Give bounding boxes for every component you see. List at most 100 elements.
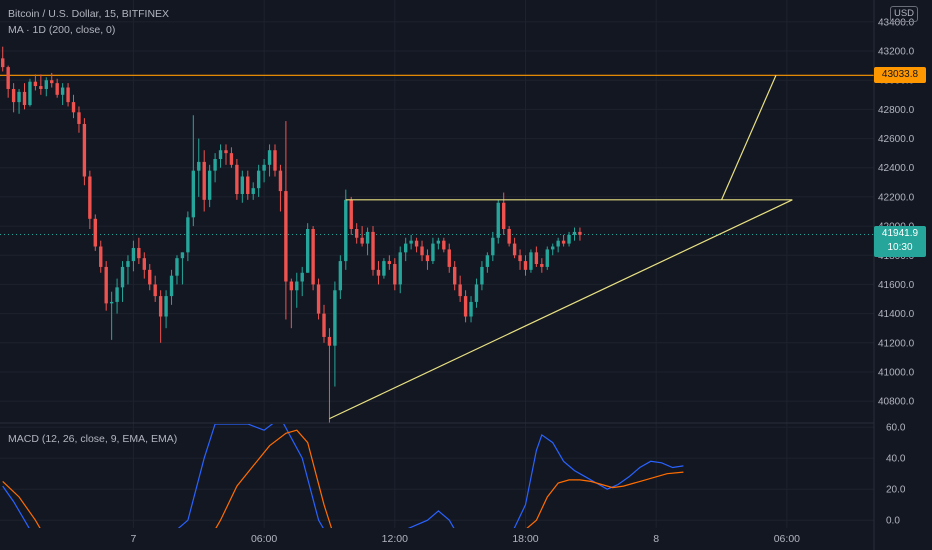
candle-body bbox=[240, 176, 245, 194]
candle bbox=[180, 252, 185, 285]
candle-body bbox=[66, 87, 70, 103]
candle-body bbox=[376, 269, 381, 276]
candle bbox=[447, 243, 451, 273]
candle-body bbox=[496, 202, 500, 238]
candle bbox=[404, 237, 408, 262]
candle-body bbox=[148, 269, 152, 285]
candle bbox=[137, 237, 141, 265]
time-tick-label: 8 bbox=[653, 533, 659, 545]
candle-body bbox=[540, 264, 544, 267]
candle-body bbox=[425, 255, 430, 262]
signal-line bbox=[2, 429, 684, 528]
price-tick-label: 40800.0 bbox=[878, 397, 915, 408]
candle-body bbox=[109, 301, 114, 304]
candle-body bbox=[333, 290, 337, 346]
candle bbox=[545, 246, 549, 270]
candle-body bbox=[442, 240, 446, 250]
trend-line[interactable] bbox=[329, 199, 793, 420]
macd-lines bbox=[2, 424, 684, 528]
candle bbox=[273, 144, 277, 177]
symbol-title[interactable]: Bitcoin / U.S. Dollar, 15, BITFINEX bbox=[8, 8, 170, 20]
price-tick-label: 43200.0 bbox=[878, 47, 915, 58]
candle-body bbox=[229, 153, 234, 165]
time-tick-label: 7 bbox=[130, 533, 136, 545]
candle bbox=[218, 144, 223, 168]
price-tick-label: 42200.0 bbox=[878, 192, 915, 203]
candle bbox=[354, 223, 359, 244]
candle bbox=[207, 164, 212, 208]
candle-body bbox=[436, 240, 441, 244]
currency-button[interactable]: USD bbox=[890, 6, 918, 22]
candle bbox=[425, 249, 430, 270]
candle-body bbox=[365, 231, 370, 244]
candle bbox=[88, 170, 92, 230]
candle bbox=[322, 304, 326, 343]
candle-body bbox=[507, 229, 511, 244]
current-price-tag: 41941.9 10:30 bbox=[874, 225, 926, 257]
price-tick-label: 43400.0 bbox=[878, 17, 915, 28]
candle-body bbox=[88, 176, 92, 219]
candle bbox=[436, 237, 441, 250]
candle-body bbox=[28, 81, 32, 106]
candle-body bbox=[207, 170, 212, 200]
candle bbox=[246, 170, 250, 200]
candle-body bbox=[300, 272, 304, 282]
candle bbox=[284, 121, 288, 320]
trend-line[interactable] bbox=[720, 75, 777, 201]
candle-body bbox=[431, 243, 435, 262]
candle-body bbox=[131, 247, 136, 262]
candle-body bbox=[316, 284, 321, 314]
candle bbox=[186, 211, 190, 262]
candle bbox=[540, 258, 544, 273]
candle bbox=[567, 231, 571, 247]
candle bbox=[55, 78, 59, 98]
candle-body bbox=[60, 87, 65, 95]
candle bbox=[33, 74, 38, 91]
candle-body bbox=[387, 261, 392, 265]
candle-body bbox=[11, 88, 16, 103]
candle bbox=[71, 94, 76, 119]
candle-body bbox=[327, 336, 332, 346]
candle bbox=[240, 170, 245, 203]
candle-body bbox=[322, 313, 326, 337]
candle-body bbox=[71, 102, 76, 113]
candle bbox=[109, 291, 114, 340]
candle-body bbox=[115, 287, 119, 302]
candle-body bbox=[578, 231, 582, 235]
candle bbox=[93, 214, 97, 251]
candle-body bbox=[1, 58, 5, 68]
candle-body bbox=[82, 123, 87, 177]
candle-body bbox=[126, 261, 130, 267]
grid bbox=[0, 0, 874, 528]
candle-body bbox=[39, 86, 43, 89]
candle-body bbox=[180, 252, 185, 259]
candle bbox=[213, 153, 217, 183]
candle bbox=[523, 255, 528, 276]
time-tick-label: 18:00 bbox=[512, 533, 538, 545]
candle bbox=[295, 272, 299, 308]
candle-body bbox=[480, 266, 484, 285]
candle bbox=[142, 252, 146, 279]
candle-body bbox=[44, 80, 48, 89]
candle-body bbox=[349, 199, 353, 230]
candle bbox=[300, 266, 304, 297]
candle-body bbox=[572, 231, 577, 235]
candle-body bbox=[218, 150, 223, 159]
candle-body bbox=[50, 80, 54, 84]
candle bbox=[44, 77, 48, 97]
candle-body bbox=[224, 150, 228, 154]
ma-indicator-legend[interactable]: MA · 1D (200, close, 0) bbox=[8, 24, 116, 36]
price-tick-label: 42800.0 bbox=[878, 105, 915, 116]
price-tick-label: 41200.0 bbox=[878, 338, 915, 349]
candle bbox=[235, 158, 239, 200]
candle bbox=[463, 290, 468, 323]
trend-lines[interactable] bbox=[329, 75, 793, 420]
candle bbox=[534, 246, 539, 267]
macd-indicator-legend[interactable]: MACD (12, 26, close, 9, EMA, EMA) bbox=[8, 433, 178, 445]
candlesticks bbox=[1, 46, 582, 423]
candle bbox=[420, 240, 424, 262]
candle-body bbox=[213, 158, 217, 171]
price-tick-label: 41600.0 bbox=[878, 280, 915, 291]
candle-body bbox=[262, 164, 266, 171]
